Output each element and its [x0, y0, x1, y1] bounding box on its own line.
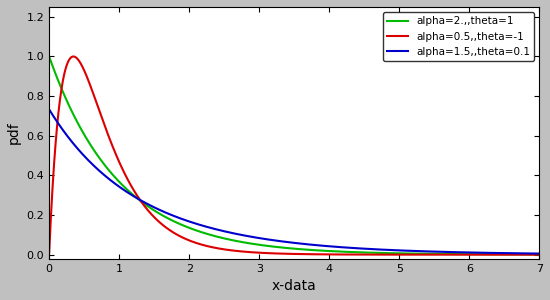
alpha=1.5,,theta=0.1	[284, 240, 291, 244]
alpha=1.5,,theta=0.1	[522, 252, 529, 255]
alpha=2.,,theta=1	[432, 252, 438, 256]
alpha=0.5,,theta=-1	[71, 55, 78, 58]
alpha=0.5,,theta=-1	[46, 251, 52, 255]
alpha=2.,,theta=1	[522, 253, 529, 256]
alpha=0.5,,theta=-1	[272, 252, 278, 255]
alpha=1.5,,theta=0.1	[271, 238, 278, 242]
alpha=1.5,,theta=0.1	[71, 143, 78, 146]
Legend: alpha=2.,,theta=1, alpha=0.5,,theta=-1, alpha=1.5,,theta=0.1: alpha=2.,,theta=1, alpha=0.5,,theta=-1, …	[383, 12, 534, 61]
alpha=1.5,,theta=0.1	[432, 250, 438, 253]
Line: alpha=1.5,,theta=0.1: alpha=1.5,,theta=0.1	[49, 110, 540, 254]
X-axis label: x-data: x-data	[272, 279, 317, 293]
alpha=1.5,,theta=0.1	[522, 252, 529, 255]
Line: alpha=2.,,theta=1: alpha=2.,,theta=1	[49, 57, 540, 254]
Y-axis label: pdf: pdf	[7, 122, 21, 144]
alpha=0.5,,theta=-1	[284, 252, 291, 256]
alpha=0.5,,theta=-1	[522, 253, 529, 256]
alpha=2.,,theta=1	[536, 253, 543, 256]
alpha=1.5,,theta=0.1	[46, 108, 52, 111]
alpha=2.,,theta=1	[284, 246, 291, 250]
alpha=0.5,,theta=-1	[522, 253, 529, 256]
alpha=1.5,,theta=0.1	[536, 252, 543, 255]
alpha=2.,,theta=1	[46, 55, 52, 58]
alpha=0.5,,theta=-1	[536, 253, 543, 256]
alpha=2.,,theta=1	[71, 114, 78, 118]
alpha=2.,,theta=1	[522, 253, 529, 256]
alpha=0.5,,theta=-1	[70, 55, 77, 58]
alpha=0.5,,theta=-1	[432, 253, 439, 256]
Line: alpha=0.5,,theta=-1: alpha=0.5,,theta=-1	[49, 56, 540, 255]
alpha=2.,,theta=1	[271, 245, 278, 248]
